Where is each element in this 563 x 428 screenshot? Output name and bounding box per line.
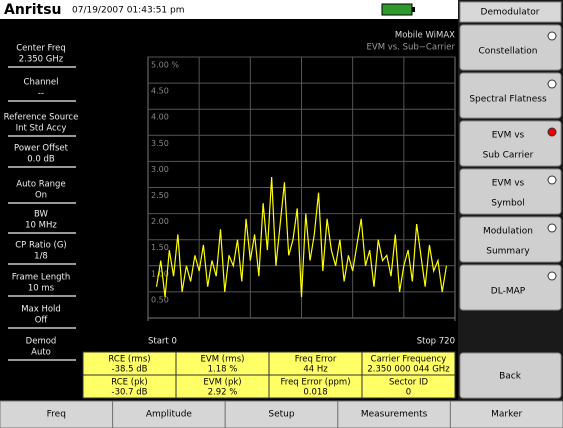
parameter-label: CP Ratio (G): [15, 241, 67, 251]
parameter-value: 10 ms: [28, 284, 55, 294]
softkey-label: Measurements: [361, 410, 428, 420]
parameter-value: Auto: [31, 348, 51, 358]
datetime: 07/19/2007 01:43:51 pm: [72, 6, 185, 16]
measurement-label: EVM (rms): [201, 355, 245, 365]
x-tick-label: Start 0: [148, 337, 177, 347]
measurement-value: 44 Hz: [303, 365, 328, 375]
parameter-label: Reference Source: [4, 113, 79, 123]
softkey-label: Setup: [268, 410, 294, 420]
measurement-value: 0.018: [303, 388, 327, 398]
parameter-label: Frame Length: [12, 273, 71, 283]
menu-button-label: Sub Carrier: [483, 151, 534, 161]
softkey-label: Amplitude: [146, 410, 193, 420]
measurement-value: 0: [406, 388, 411, 398]
menu-button-label: DL-MAP: [491, 287, 526, 297]
parameter-label: Demod: [26, 337, 57, 347]
parameter-value: Off: [35, 316, 49, 326]
chart-title: Mobile WiMAX: [395, 31, 455, 41]
y-tick-label: 4.50: [151, 87, 169, 96]
parameter-value: On: [35, 191, 47, 201]
parameter-label: Channel: [24, 78, 59, 88]
parameter-value: 0.0 dB: [27, 155, 55, 165]
menu-button-label: EVM vs: [492, 131, 525, 141]
softkey-label: Marker: [491, 410, 522, 420]
softkey[interactable]: [449, 400, 563, 428]
measurement-label: Carrier Frequency: [371, 355, 447, 365]
battery: [381, 3, 413, 16]
menu-button[interactable]: [459, 216, 562, 263]
selection-indicator: [547, 271, 557, 281]
y-tick-label: 3.00: [151, 165, 169, 174]
measurement-value: -38.5 dB: [112, 365, 148, 375]
y-tick-label: 1.50: [151, 243, 169, 252]
measurement-label: EVM (pk): [203, 378, 241, 388]
measurement-label: Sector ID: [389, 378, 429, 388]
menu-button[interactable]: [459, 24, 562, 71]
softkey-label: Freq: [47, 410, 66, 420]
y-tick-label: 0.50: [151, 295, 169, 304]
y-tick-label: 4.00: [151, 113, 169, 122]
x-tick-label: Stop 720: [417, 337, 455, 347]
selection-indicator: [547, 223, 557, 233]
back-button[interactable]: [459, 352, 562, 399]
parameter-label: Max Hold: [21, 305, 61, 315]
parameter-value: 10 MHz: [25, 221, 57, 231]
parameter-value: 1/8: [34, 252, 48, 262]
brand-logo: Anritsu: [4, 2, 62, 18]
measurement-label: RCE (rms): [108, 355, 150, 365]
selection-indicator: [547, 175, 557, 185]
y-tick-label: 5.00 %: [151, 61, 179, 70]
y-tick-label: 2.50: [151, 191, 169, 200]
battery-tip: [412, 7, 415, 12]
measurement-value: 2.92 %: [208, 388, 238, 398]
softkey[interactable]: [224, 400, 339, 428]
menu-button[interactable]: [459, 120, 562, 167]
measurement-label: RCE (pk): [111, 378, 147, 388]
measurement-value: -30.7 dB: [112, 388, 148, 398]
menu-button-label: Spectral Flatness: [469, 95, 547, 105]
menu-button-label: Modulation: [483, 227, 533, 237]
menu-button[interactable]: [459, 72, 562, 119]
selection-indicator: [547, 79, 557, 89]
chart-subtitle: EVM vs. Sub−Carrier: [367, 43, 456, 53]
measurement-label: Freq Error: [295, 355, 337, 365]
softkey[interactable]: [0, 400, 114, 428]
y-tick-label: 2.00: [151, 217, 169, 226]
menu-button-label: Summary: [486, 247, 530, 257]
measurement-label: Freq Error (ppm): [280, 378, 350, 388]
y-tick-label: 1.00: [151, 269, 169, 278]
menu-button[interactable]: [459, 168, 562, 215]
menu-button-label: EVM vs: [492, 179, 525, 189]
selection-indicator: [547, 31, 557, 41]
menu-title-box: [459, 1, 562, 23]
measurement-cell: [361, 374, 456, 399]
parameter-value: --: [38, 89, 44, 99]
parameter-label: Center Freq: [16, 44, 66, 54]
menu-button-label: Constellation: [478, 47, 537, 57]
measurement-value: 1.18 %: [208, 365, 238, 375]
parameter-label: BW: [34, 210, 49, 220]
parameter-label: Power Offset: [14, 144, 69, 154]
status-bar: [0, 0, 458, 19]
y-tick-label: 3.50: [151, 139, 169, 148]
softkey[interactable]: [112, 400, 226, 428]
parameter-value: 2.350 GHz: [19, 55, 64, 65]
parameter-value: Int Std Accy: [16, 124, 67, 134]
menu-title: Demodulator: [481, 8, 540, 18]
back-button-label: Back: [499, 372, 522, 382]
menu-button[interactable]: [459, 264, 562, 311]
parameter-label: Auto Range: [16, 180, 65, 190]
trace: [155, 177, 448, 298]
measurement-value: 2.350 000 044 GHz: [367, 365, 450, 375]
menu-button-label: Symbol: [491, 199, 525, 209]
selection-indicator: [547, 127, 557, 137]
